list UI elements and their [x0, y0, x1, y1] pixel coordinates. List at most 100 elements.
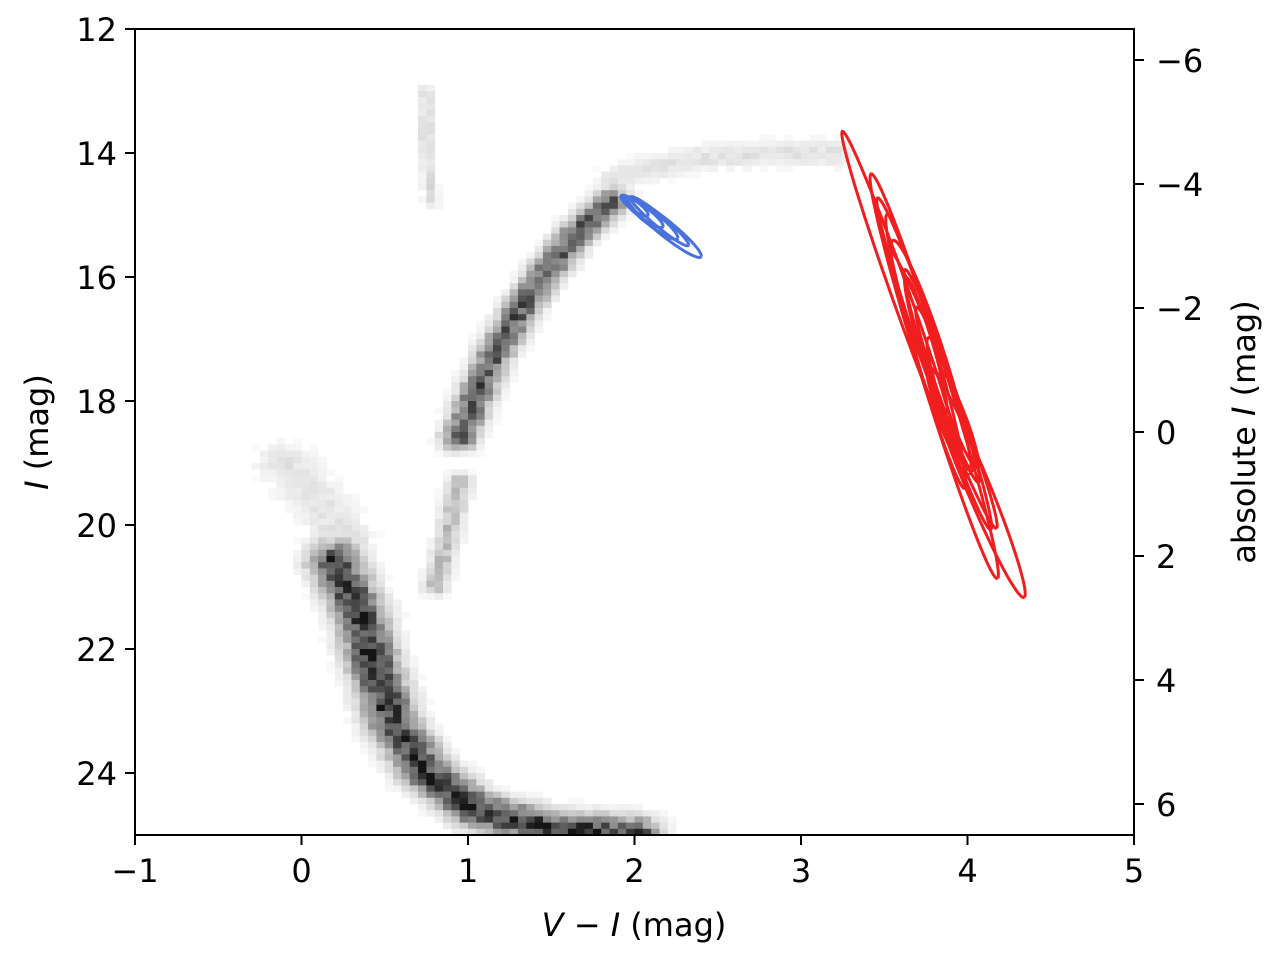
- density-bin: [434, 425, 444, 433]
- density-bin: [351, 506, 361, 513]
- density-bin: [301, 487, 311, 495]
- density-bin: [384, 587, 394, 594]
- density-bin: [359, 580, 369, 588]
- density-bin: [484, 425, 494, 433]
- density-bin: [576, 215, 585, 222]
- density-bin: [609, 215, 619, 222]
- density-bin: [576, 822, 585, 830]
- density-bin: [318, 512, 327, 520]
- density-bin: [451, 525, 461, 532]
- density-bin: [809, 134, 819, 141]
- density-bin: [551, 822, 560, 830]
- density-bin: [468, 332, 477, 340]
- density-bin: [426, 146, 436, 154]
- density-bin: [426, 190, 436, 197]
- density-bin: [559, 233, 569, 241]
- density-bin: [601, 828, 610, 835]
- density-bin: [501, 382, 511, 389]
- density-bin: [792, 140, 802, 148]
- density-bin: [393, 729, 402, 737]
- model-contours: [619, 129, 1027, 600]
- density-bin: [617, 177, 627, 185]
- density-bin: [451, 543, 461, 551]
- density-bin: [492, 376, 502, 383]
- density-bin: [784, 165, 794, 172]
- density-bin: [376, 655, 386, 662]
- density-bin: [492, 326, 502, 334]
- density-bin: [343, 630, 352, 637]
- density-bin: [476, 828, 486, 835]
- density-bin: [451, 401, 461, 408]
- density-bin: [809, 153, 819, 160]
- density-bin: [451, 394, 461, 402]
- density-bin: [501, 363, 511, 371]
- density-bin: [526, 791, 536, 799]
- density-bin: [293, 518, 302, 526]
- density-bin: [326, 618, 336, 625]
- density-bin: [642, 822, 652, 830]
- density-bin: [634, 153, 644, 160]
- density-bin: [850, 159, 860, 166]
- density-bin: [501, 791, 511, 799]
- density-bin: [559, 264, 569, 272]
- density-bin: [293, 469, 302, 476]
- density-bin: [501, 785, 511, 792]
- density-bin: [268, 469, 277, 476]
- density-bin: [343, 568, 352, 575]
- density-bin: [484, 357, 494, 365]
- density-bin: [551, 246, 560, 253]
- density-bin: [359, 611, 369, 619]
- x-axis-label: V − I (mag): [542, 906, 727, 944]
- density-bin: [642, 810, 652, 817]
- density-bin: [334, 531, 344, 538]
- density-bin: [359, 729, 369, 737]
- density-bin: [484, 339, 494, 346]
- density-bin: [517, 314, 527, 321]
- density-bin: [451, 531, 461, 538]
- density-bin: [634, 822, 644, 830]
- density-bin: [393, 711, 402, 718]
- density-bin: [517, 308, 527, 315]
- density-bin: [426, 202, 436, 210]
- density-bin: [584, 822, 594, 830]
- density-bin: [517, 804, 527, 811]
- density-bin: [418, 134, 427, 141]
- density-bin: [343, 655, 352, 662]
- density-bin: [334, 649, 344, 656]
- density-bin: [259, 463, 269, 470]
- density-bin: [526, 289, 536, 296]
- density-bin: [501, 816, 511, 823]
- density-bin: [542, 797, 552, 805]
- density-bin: [509, 791, 519, 799]
- density-bin: [434, 549, 444, 557]
- density-bin: [434, 432, 444, 439]
- density-bin: [393, 742, 402, 749]
- density-bin: [609, 828, 619, 835]
- density-bin: [517, 345, 527, 352]
- density-bin: [542, 233, 552, 241]
- density-bin: [326, 562, 336, 569]
- density-bin: [443, 432, 452, 439]
- density-bin: [293, 506, 302, 513]
- density-bin: [626, 184, 635, 191]
- density-bin: [534, 289, 544, 296]
- density-bin: [526, 295, 536, 303]
- blue-model-contour: [619, 193, 650, 218]
- density-bin: [434, 419, 444, 427]
- density-bin: [368, 562, 377, 569]
- density-bin: [576, 258, 585, 265]
- density-bin: [301, 574, 311, 582]
- density-bin: [443, 779, 452, 786]
- density-bin: [601, 215, 610, 222]
- density-bin: [426, 97, 436, 104]
- density-bin: [542, 308, 552, 315]
- density-bin: [443, 804, 452, 811]
- density-bin: [376, 717, 386, 724]
- density-bin: [318, 568, 327, 575]
- density-bin: [468, 785, 477, 792]
- density-bin: [717, 146, 727, 154]
- density-bin: [426, 742, 436, 749]
- density-bin: [526, 326, 536, 334]
- density-bin: [426, 729, 436, 737]
- density-bin: [334, 624, 344, 631]
